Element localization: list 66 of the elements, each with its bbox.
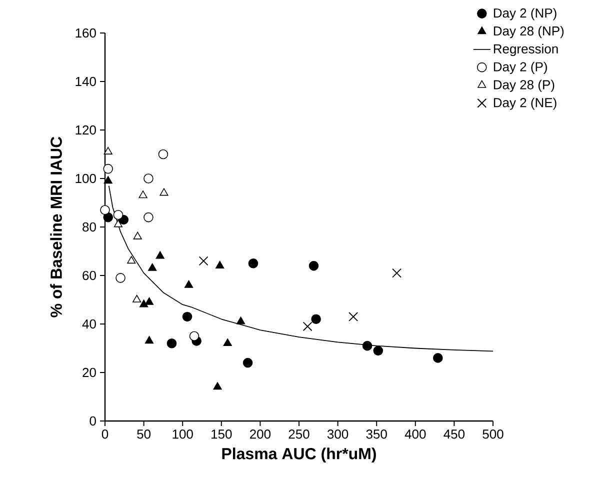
point (113, 210, 124, 220)
y-tick-label: 40 (82, 319, 96, 329)
x-tick-label: 250 (288, 430, 310, 439)
y-tick-label: 20 (82, 368, 96, 378)
point (308, 260, 319, 271)
point (189, 331, 200, 342)
x-tick-label: 500 (482, 430, 504, 439)
point (100, 205, 110, 215)
point (362, 340, 372, 351)
point (127, 256, 136, 264)
point (133, 232, 142, 240)
point (198, 256, 208, 266)
point (103, 164, 114, 174)
point (114, 220, 122, 228)
y-tick-label: 80 (82, 222, 96, 232)
point (236, 316, 246, 324)
legend-label: Day 2 (NE) (494, 98, 556, 110)
y-axis-title: % of Baseline MRI IAUC (50, 136, 62, 318)
point (242, 358, 253, 368)
point (216, 260, 224, 268)
point (302, 322, 312, 332)
point (148, 263, 157, 271)
y-tick-label: 120 (76, 125, 96, 135)
x-tick-label: 350 (366, 430, 387, 439)
legend-label: Day 28 (NP) (494, 26, 564, 38)
point (144, 297, 154, 305)
x-tick-label: 200 (250, 430, 271, 439)
point (223, 338, 232, 346)
point (158, 149, 168, 160)
point (132, 294, 142, 302)
y-tick-label: 60 (82, 270, 96, 280)
x-tick-label: 0 (102, 430, 108, 439)
point (348, 312, 358, 322)
legend-label: Regression (494, 44, 558, 56)
legend-label: Day 2 (NP) (494, 8, 556, 20)
point (213, 382, 222, 390)
point (144, 212, 154, 222)
point (104, 176, 112, 184)
point (166, 338, 177, 348)
point (432, 353, 443, 363)
x-tick-label: 450 (444, 430, 465, 439)
point (104, 146, 112, 154)
point (144, 336, 154, 344)
point (156, 251, 164, 259)
point (116, 273, 126, 283)
x-axis-title: Plasma AUC (hr*uM) (222, 448, 376, 463)
x-tick-label: 50 (137, 430, 151, 439)
point (373, 346, 384, 356)
point (182, 312, 192, 322)
point (160, 188, 168, 196)
x-tick-label: 400 (404, 430, 426, 439)
point (248, 258, 258, 268)
y-tick-label: 0 (90, 416, 96, 426)
x-tick-label: 150 (212, 430, 232, 439)
y-tick-label: 100 (76, 174, 96, 184)
point (392, 268, 402, 278)
point (184, 280, 194, 288)
point (138, 190, 148, 198)
y-tick-label: 160 (76, 28, 96, 38)
y-tick-label: 140 (76, 76, 96, 86)
x-tick-label: 300 (327, 430, 348, 439)
x-tick-label: 100 (172, 430, 193, 439)
legend-label: Day 2 (P) (494, 62, 547, 74)
legend-label: Day 28 (P) (494, 80, 554, 92)
point (311, 314, 321, 324)
point (144, 174, 154, 184)
